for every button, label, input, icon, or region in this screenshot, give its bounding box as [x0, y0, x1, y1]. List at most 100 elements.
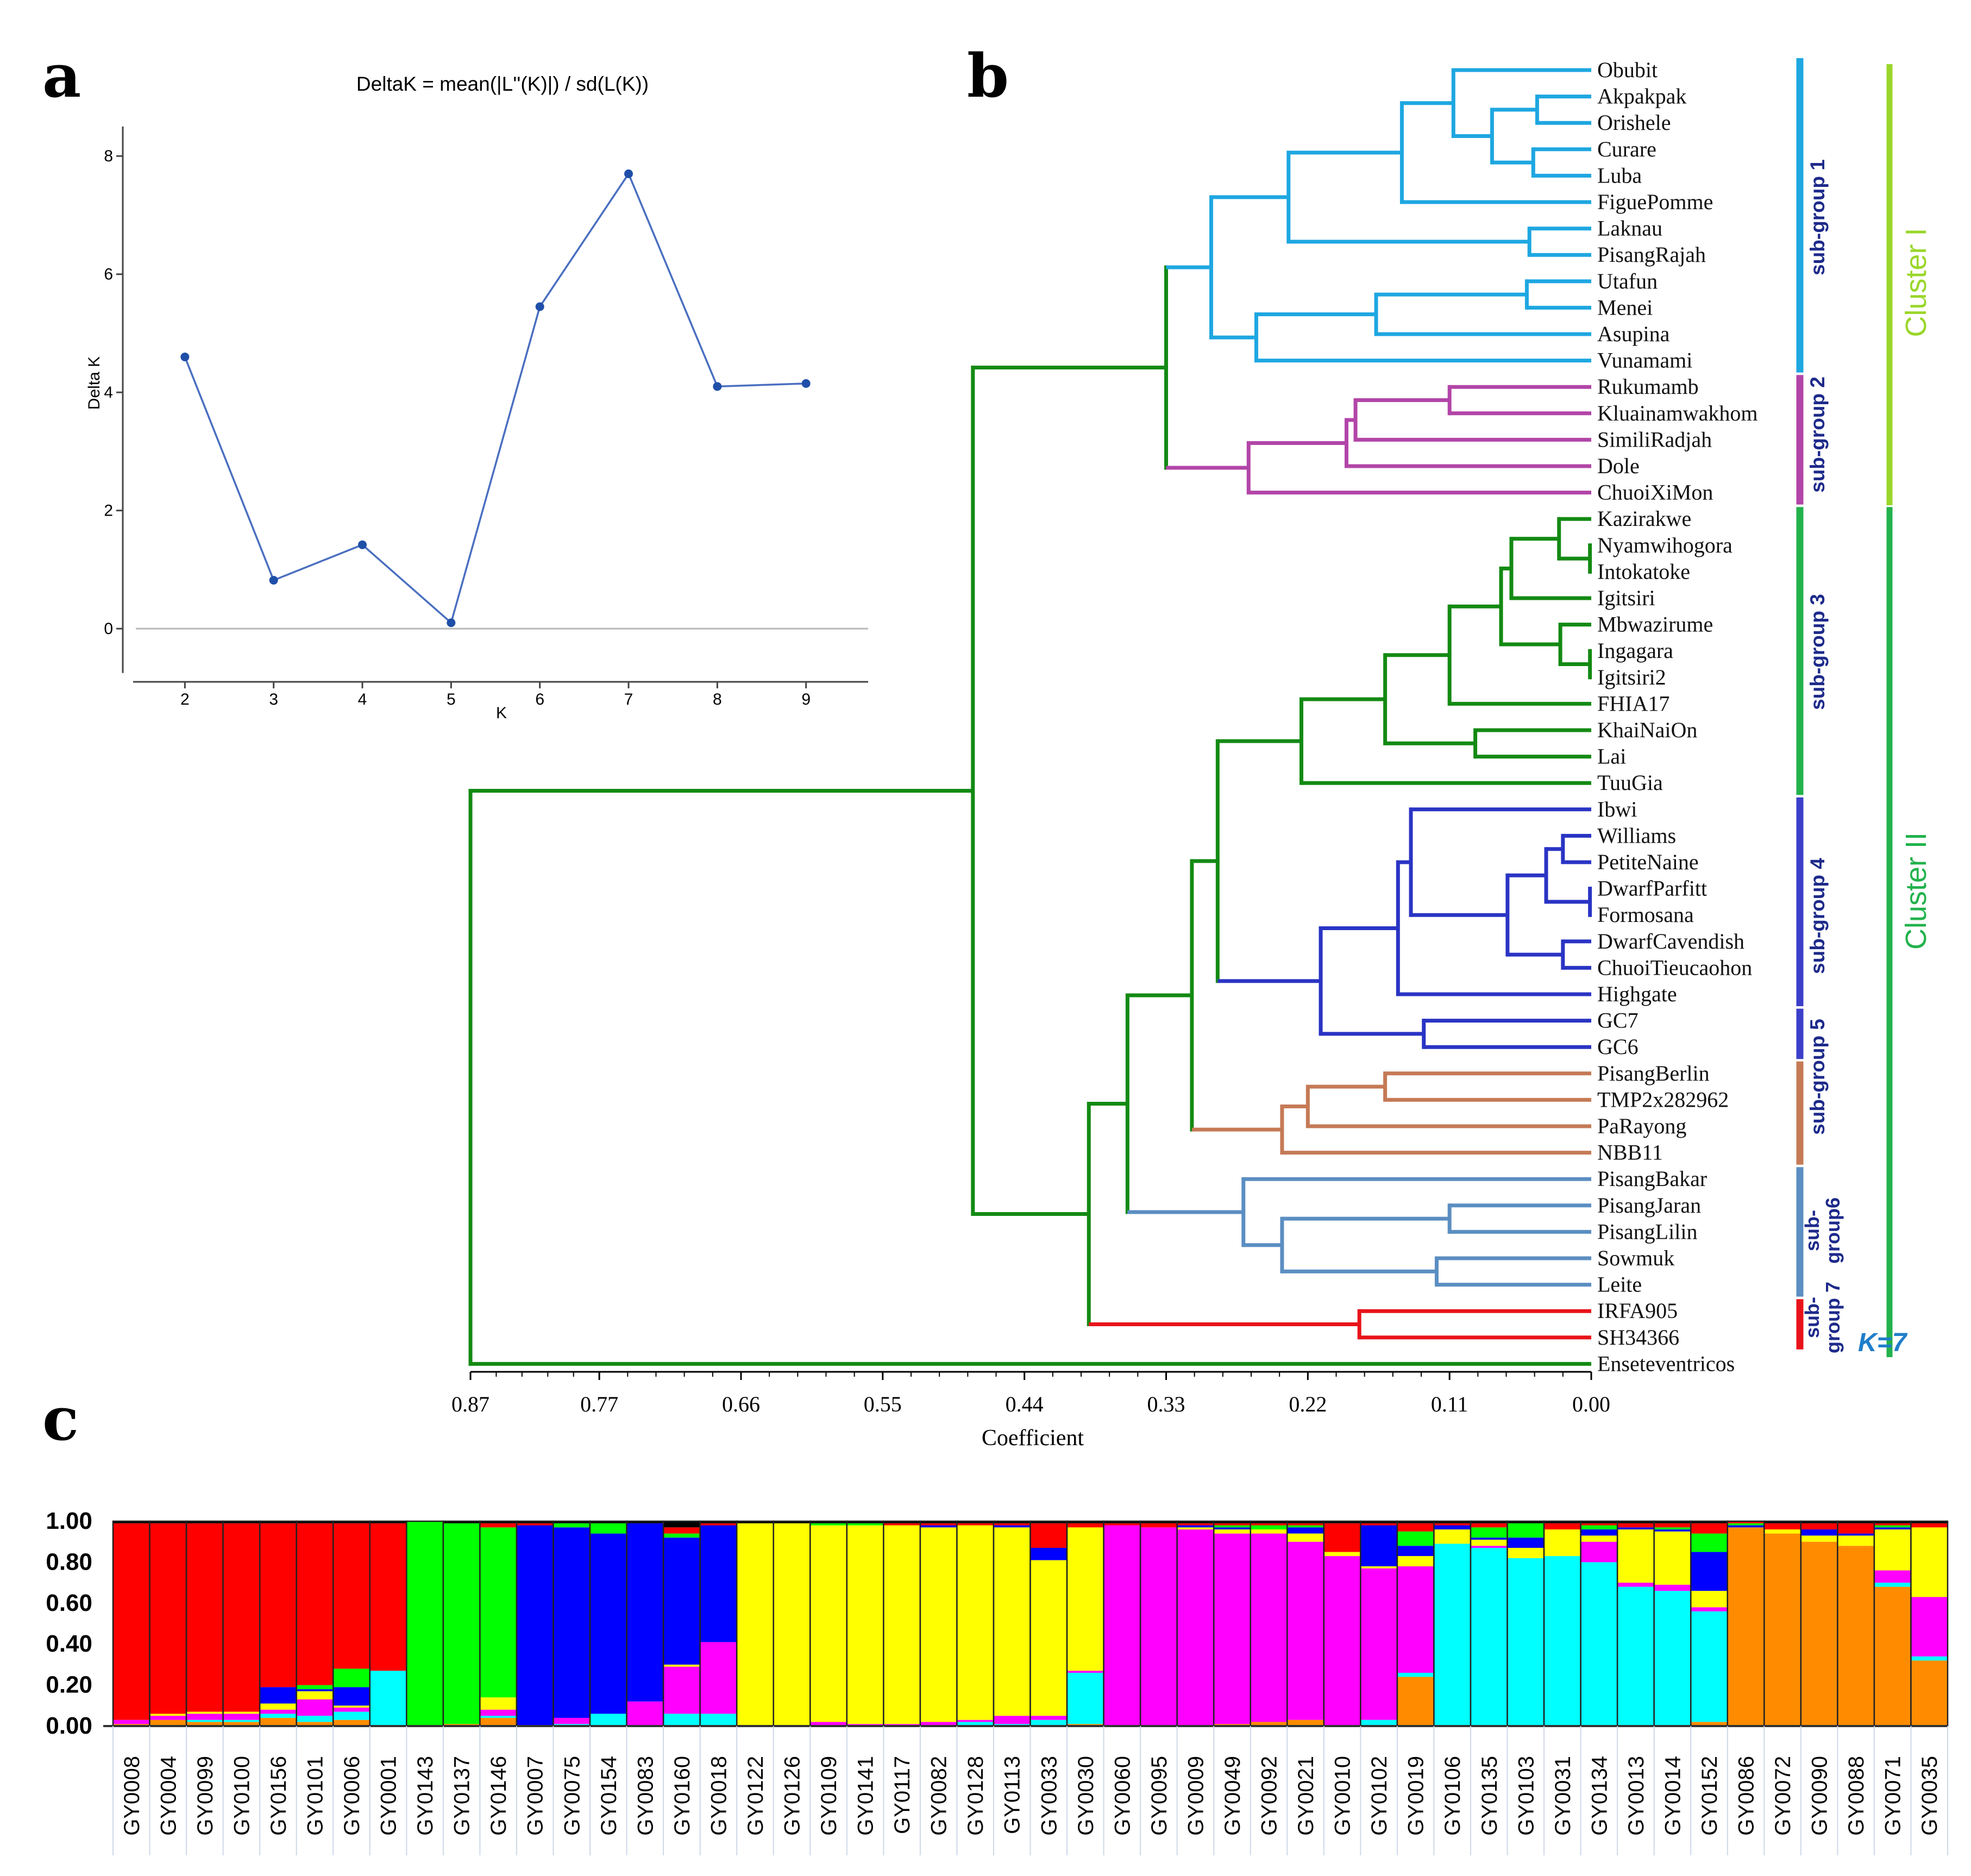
structure-segment [1103, 1525, 1141, 1726]
sample-label: GY0010 [1331, 1756, 1355, 1836]
structure-segment [1544, 1529, 1581, 1557]
structure-segment [1580, 1529, 1618, 1536]
structure-y-tick-label: 0.40 [46, 1630, 92, 1657]
leaf-label: Laknau [1597, 216, 1662, 241]
sample-label: GY0004 [156, 1756, 180, 1836]
sample-label: GY0071 [1881, 1756, 1905, 1836]
leaf-label: GC6 [1597, 1034, 1639, 1059]
x-tick-label: 7 [624, 691, 633, 708]
structure-segment [1323, 1556, 1361, 1726]
structure-segment [1617, 1523, 1654, 1528]
sample-label: GY0019 [1404, 1756, 1428, 1836]
structure-segment [1470, 1546, 1508, 1548]
structure-segment [1654, 1584, 1691, 1591]
structure-segment [1764, 1521, 1801, 1523]
structure-segment [1544, 1521, 1581, 1523]
structure-segment [1837, 1521, 1874, 1523]
sample-label: GY0031 [1551, 1756, 1575, 1836]
structure-segment [516, 1521, 554, 1523]
leaf-label: SimiliRadjah [1597, 427, 1712, 451]
sample-label: GY0021 [1294, 1756, 1318, 1836]
structure-segment [1434, 1521, 1471, 1523]
structure-segment [737, 1521, 774, 1523]
structure-segment [1580, 1521, 1618, 1523]
sample-label: GY0092 [1258, 1756, 1282, 1836]
delta-k-point [447, 618, 456, 628]
structure-segment [1434, 1529, 1471, 1544]
structure-segment [1580, 1562, 1618, 1726]
structure-y-tick-label: 0.80 [46, 1548, 92, 1575]
structure-segment [1287, 1541, 1324, 1720]
leaf-label: Obubit [1597, 58, 1658, 82]
leaf-label: GC7 [1597, 1008, 1639, 1033]
sample-label: GY0160 [670, 1756, 694, 1836]
structure-segment [1103, 1523, 1141, 1526]
structure-segment [1617, 1527, 1654, 1530]
leaf-label: Mbwazirume [1597, 612, 1713, 637]
structure-segment [149, 1523, 187, 1714]
structure-segment [260, 1521, 297, 1523]
structure-segment [296, 1685, 334, 1690]
structure-segment [810, 1525, 847, 1722]
delta-k-ylabel: Delta K [85, 356, 103, 410]
structure-segment [1837, 1533, 1874, 1536]
structure-segment [1654, 1591, 1691, 1726]
structure-segment [1030, 1720, 1068, 1726]
leaf-label: Leite [1597, 1272, 1642, 1297]
leaf-label: ChuoiTieucaohon [1597, 955, 1752, 980]
structure-k-label: K=7 [1858, 1328, 1908, 1357]
sample-label: GY0083 [633, 1756, 657, 1836]
structure-segment [1287, 1523, 1324, 1526]
structure-segment [663, 1521, 700, 1528]
structure-segment [957, 1525, 994, 1720]
structure-segment [1287, 1720, 1324, 1726]
sample-label: GY0137 [450, 1756, 474, 1836]
structure-segment [1617, 1529, 1654, 1583]
leaf-label: PisangBakar [1597, 1166, 1707, 1191]
sample-label: GY0101 [303, 1756, 327, 1836]
structure-segment [333, 1708, 370, 1712]
structure-segment [1287, 1527, 1324, 1534]
sample-label: GY0049 [1221, 1756, 1245, 1836]
structure-segment [1360, 1525, 1397, 1566]
structure-segment [1397, 1556, 1434, 1566]
structure-segment [1580, 1525, 1618, 1530]
structure-segment [1434, 1525, 1471, 1530]
structure-segment [1507, 1538, 1545, 1548]
structure-segment [260, 1714, 297, 1718]
structure-segment [186, 1711, 223, 1714]
structure-segment [590, 1533, 627, 1714]
structure-segment [663, 1538, 700, 1665]
subgroup-label: sub-group 3 [1806, 594, 1829, 710]
structure-segment [1214, 1529, 1251, 1534]
structure-segment [223, 1523, 260, 1712]
subgroup-label: sub-group 7 [1801, 1282, 1844, 1353]
subgroup-label: sub-group6 [1801, 1197, 1844, 1264]
structure-segment [333, 1521, 370, 1523]
structure-segment [1067, 1527, 1104, 1671]
structure-segment [1764, 1529, 1801, 1534]
structure-segment [516, 1523, 554, 1526]
leaf-label: Igitsiri [1597, 586, 1655, 610]
leaf-label: FiguePomme [1597, 190, 1713, 214]
structure-segment [186, 1720, 223, 1722]
structure-segment [663, 1533, 700, 1538]
structure-segment [1360, 1566, 1397, 1568]
structure-segment [1691, 1722, 1728, 1726]
leaf-label: Sowmuk [1597, 1246, 1674, 1270]
structure-segment [1214, 1533, 1251, 1724]
structure-segment [369, 1523, 407, 1671]
leaf-label: Kluainamwakhom [1597, 401, 1758, 425]
structure-segment [1360, 1523, 1397, 1526]
structure-segment [223, 1714, 260, 1720]
structure-segment [1874, 1570, 1911, 1583]
structure-segment [1030, 1560, 1068, 1716]
structure-segment [1067, 1672, 1104, 1724]
sample-label: GY0033 [1037, 1756, 1061, 1836]
structure-segment [149, 1716, 187, 1720]
leaf-label: Kazirakwe [1597, 506, 1691, 531]
leaf-label: Ibwi [1597, 797, 1637, 821]
structure-segment [1837, 1546, 1874, 1726]
structure-segment [1397, 1523, 1434, 1532]
leaf-label: Asupina [1597, 322, 1670, 346]
